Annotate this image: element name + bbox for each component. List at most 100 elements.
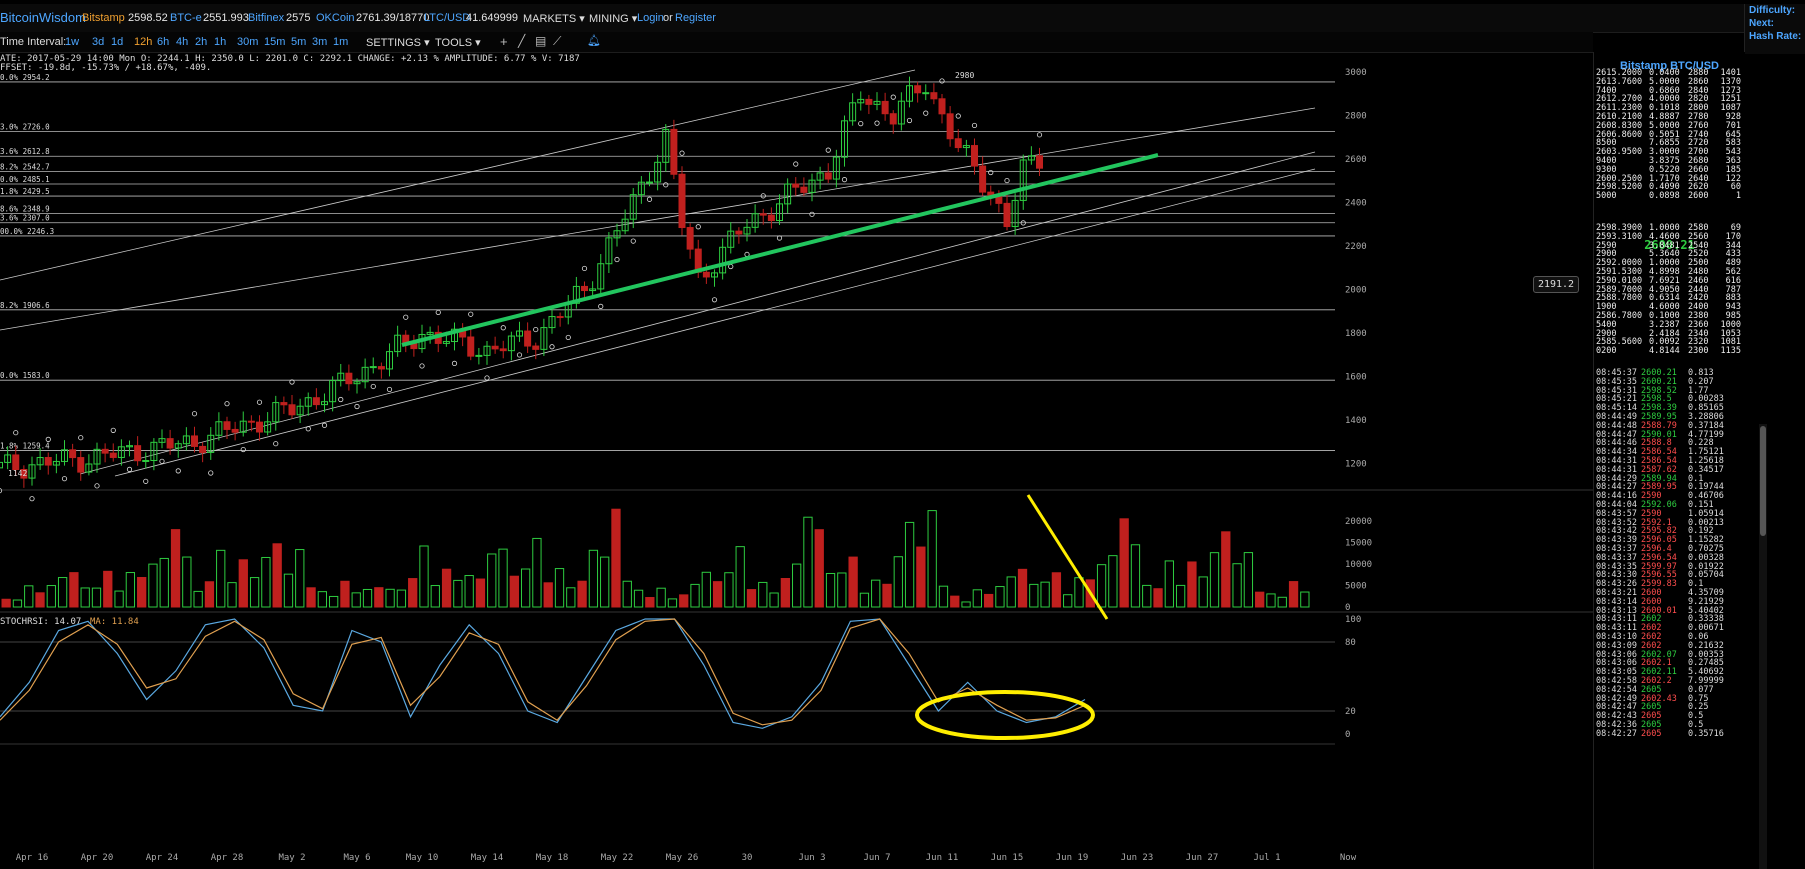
candle-body bbox=[865, 98, 873, 105]
candle-body bbox=[426, 331, 434, 335]
interval-4h[interactable]: 4h bbox=[176, 36, 189, 48]
interval-12h[interactable]: 12h bbox=[134, 36, 153, 48]
cell: 3.8375 bbox=[1649, 156, 1680, 166]
stochrsi-panel: STOCHRSI: 14.07 MA: 11.84 bbox=[0, 617, 1335, 729]
interval-2h[interactable]: 2h bbox=[195, 36, 208, 48]
trades-scrollbar[interactable] bbox=[1759, 424, 1767, 869]
trade-row: 08:44:48 2588.79 0.37184 bbox=[1596, 421, 1743, 432]
date-tick-label: May 14 bbox=[471, 853, 504, 863]
cell: 2608.8300 bbox=[1596, 120, 1643, 131]
cell: 7.6921 bbox=[1649, 275, 1680, 286]
volume-bar bbox=[1300, 591, 1310, 608]
cell: 2360 bbox=[1688, 319, 1709, 330]
volume-bars bbox=[1, 508, 1310, 608]
interval-1h[interactable]: 1h bbox=[214, 36, 227, 48]
candle-body bbox=[581, 285, 588, 292]
fib-label: 1.8% 2429.5 bbox=[0, 187, 50, 196]
interval-1d[interactable]: 1d bbox=[111, 36, 124, 48]
orderbook-title: Bitstamp BTC/USD bbox=[1619, 60, 1719, 72]
market-ltcusd[interactable]: LTC/USD bbox=[424, 12, 471, 24]
interval-30m[interactable]: 30m bbox=[237, 36, 259, 48]
cell: 3.2387 bbox=[1649, 319, 1680, 330]
volume-bar bbox=[1063, 594, 1073, 608]
candle-body bbox=[767, 214, 775, 222]
price-tick-label: 2400 bbox=[1345, 199, 1367, 209]
volume-bar bbox=[12, 599, 23, 608]
volume-tick-label: 5000 bbox=[1345, 582, 1367, 592]
trade-row: 08:43:39 2596.05 1.15282 bbox=[1596, 535, 1743, 546]
interval-3m[interactable]: 3m bbox=[312, 36, 328, 48]
crosshair-icon[interactable]: + bbox=[500, 34, 508, 49]
volume-bar bbox=[656, 587, 666, 608]
interval-1m[interactable]: 1m bbox=[333, 36, 349, 48]
cell: 0.34517 bbox=[1688, 464, 1724, 475]
candle-body bbox=[979, 165, 987, 193]
cell: 0.00213 bbox=[1688, 517, 1724, 528]
chart-toolbar: Time Interval: 1w 3d 1d 12h 6h 4h 2h 1h … bbox=[0, 32, 1593, 53]
order-book-panel: Bitstamp BTC/USD 2600.21 2615.2000 0.0400… bbox=[1593, 52, 1745, 869]
candle-body bbox=[605, 237, 613, 265]
ruler-icon[interactable]: ⟋ bbox=[553, 34, 562, 48]
volume-bar bbox=[385, 588, 395, 608]
volume-bar bbox=[419, 545, 429, 608]
sar-dot bbox=[1036, 132, 1043, 138]
tools-menu[interactable]: TOOLS ▾ bbox=[435, 37, 481, 49]
bell-icon[interactable]: 🔔︎ bbox=[587, 35, 601, 47]
cell: 08:43:42 bbox=[1596, 526, 1637, 537]
price-tick-label: 1200 bbox=[1345, 460, 1367, 470]
interval-6h[interactable]: 6h bbox=[157, 36, 170, 48]
sar-dot bbox=[224, 401, 230, 407]
sar-dot bbox=[695, 224, 701, 230]
markets-menu[interactable]: MARKETS ▾ bbox=[523, 13, 585, 25]
interval-1w[interactable]: 1w bbox=[65, 36, 80, 48]
date-tick-label: Now bbox=[1340, 853, 1357, 863]
cell: 0.1 bbox=[1688, 579, 1704, 590]
cell: 2680 bbox=[1688, 156, 1709, 166]
market-bitfinex[interactable]: Bitfinex bbox=[248, 12, 285, 24]
cell: 2720 bbox=[1688, 138, 1709, 149]
hline-tool-icon[interactable]: ▤ bbox=[535, 34, 547, 48]
volume-bar bbox=[814, 529, 824, 608]
axes: 1200140016001800200022002400260028003000… bbox=[16, 68, 1372, 863]
login-link[interactable]: Login bbox=[637, 12, 664, 24]
cell: 2586.54 bbox=[1641, 456, 1677, 466]
cell: 2591.5300 bbox=[1596, 267, 1643, 277]
sar-dot bbox=[484, 375, 490, 381]
volume-bar bbox=[904, 521, 915, 608]
trade-row: 08:43:06 2602.1 0.27485 bbox=[1596, 658, 1743, 669]
cell: 2540 bbox=[1688, 240, 1709, 251]
chevron-down-icon: ▾ bbox=[424, 37, 430, 49]
cell: 08:43:06 bbox=[1596, 658, 1637, 669]
interval-15m[interactable]: 15m bbox=[264, 36, 286, 48]
price-tick-label: 2600 bbox=[1345, 155, 1367, 165]
price-chart[interactable]: 0.0% 2954.2 3.0% 2726.0 3.6% 2612.8 8.2% 25… bbox=[0, 52, 1593, 869]
cell: 2602 bbox=[1641, 640, 1662, 651]
settings-menu[interactable]: SETTINGS ▾ bbox=[366, 37, 430, 49]
cell: 08:43:13 bbox=[1596, 605, 1637, 616]
market-bitstamp[interactable]: Bitstamp bbox=[82, 12, 125, 24]
line-tool-icon[interactable]: ╱ bbox=[518, 34, 526, 48]
fib-label: 8.6% 2348.9 bbox=[0, 205, 50, 214]
candle-body bbox=[556, 316, 564, 319]
candle-body bbox=[191, 435, 198, 447]
site-logo[interactable]: BitcoinWisdom bbox=[0, 10, 86, 25]
cell: 2606.8600 bbox=[1596, 129, 1643, 140]
mining-menu[interactable]: MINING ▾ bbox=[589, 13, 638, 25]
market-btce[interactable]: BTC-e bbox=[170, 12, 202, 24]
candle-body bbox=[117, 446, 125, 458]
market-okcoin[interactable]: OKCoin bbox=[316, 12, 355, 24]
cell: 08:42:27 bbox=[1596, 728, 1637, 739]
volume-bar bbox=[792, 563, 802, 608]
yellow-circle-highlight bbox=[915, 690, 1095, 740]
volume-bar bbox=[317, 591, 328, 608]
trades-scroll-thumb[interactable] bbox=[1760, 426, 1766, 536]
interval-3d[interactable]: 3d bbox=[92, 36, 105, 48]
ask-row: 2603.9500 3.0000 2700 543 bbox=[1596, 147, 1743, 158]
cell: 2588.79 bbox=[1641, 420, 1677, 431]
interval-5m[interactable]: 5m bbox=[291, 36, 307, 48]
bid-row: 2590.0100 7.6921 2460 616 bbox=[1596, 276, 1743, 287]
register-link[interactable]: Register bbox=[675, 12, 716, 24]
sar-dot bbox=[841, 177, 848, 183]
sar-dot bbox=[386, 386, 393, 393]
bid-row: 2593.3100 4.4600 2560 170 bbox=[1596, 232, 1743, 243]
